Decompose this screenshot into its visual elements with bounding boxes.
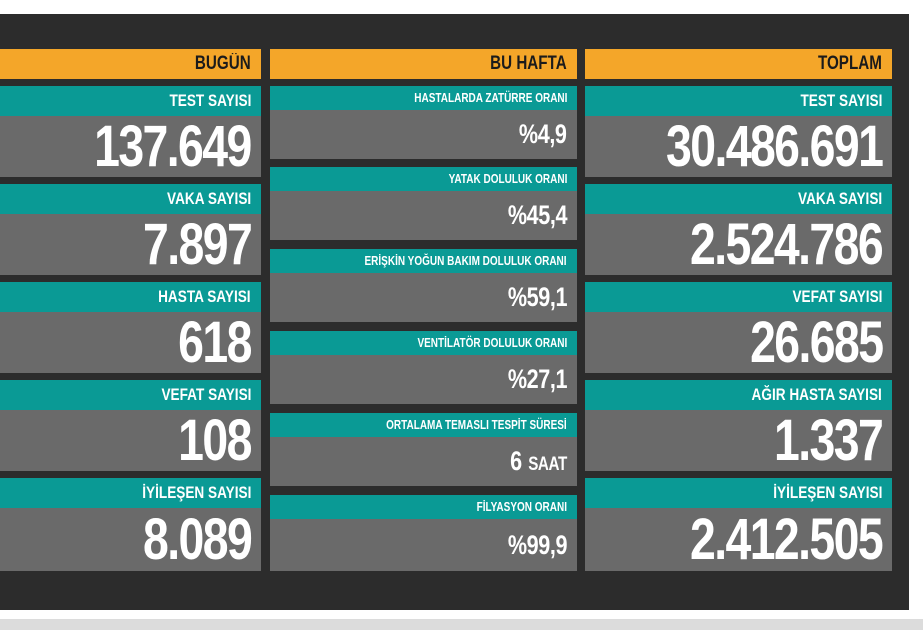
total-column: TOPLAM TEST SAYISI 30.486.691 VAKA SAYIS… xyxy=(585,49,892,572)
week-ventilator-card: VENTİLATÖR DOLULUK ORANI %27,1 xyxy=(270,331,577,404)
total-severe-card: AĞIR HASTA SAYISI 1.337 xyxy=(585,380,892,473)
today-header: BUGÜN xyxy=(0,49,261,79)
week-contact-time-card: ORTALAMA TEMASLI TESPİT SÜRESİ 6 SAAT xyxy=(270,413,577,486)
card-value: %4,9 xyxy=(270,110,577,159)
total-death-card: VEFAT SAYISI 26.685 xyxy=(585,282,892,375)
value-number: 6 xyxy=(510,446,522,476)
card-label: VENTİLATÖR DOLULUK ORANI xyxy=(270,331,577,355)
week-icu-card: ERİŞKİN YOĞUN BAKIM DOLULUK ORANI %59,1 xyxy=(270,249,577,322)
week-column: BU HAFTA HASTALARDA ZATÜRRE ORANI %4,9 Y… xyxy=(270,49,577,571)
today-recovered-card: İYİLEŞEN SAYISI 8.089 xyxy=(0,478,261,572)
total-case-card: VAKA SAYISI 2.524.786 xyxy=(585,184,892,277)
today-case-card: VAKA SAYISI 7.897 xyxy=(0,184,261,277)
week-filiation-card: FİLYASYON ORANI %99,9 xyxy=(270,495,577,571)
card-value: 618 xyxy=(0,310,261,375)
today-test-card: TEST SAYISI 137.649 xyxy=(0,86,261,179)
card-label: HASTA SAYISI xyxy=(0,282,261,312)
card-value: 137.649 xyxy=(0,114,261,179)
card-value: %27,1 xyxy=(270,355,577,404)
card-label: İYİLEŞEN SAYISI xyxy=(585,478,892,508)
card-value: 6 SAAT xyxy=(270,437,577,486)
stats-board: BUGÜN TEST SAYISI 137.649 VAKA SAYISI 7.… xyxy=(0,14,909,610)
card-value: 108 xyxy=(0,408,261,473)
card-value: 2.412.505 xyxy=(585,507,892,572)
card-label: TEST SAYISI xyxy=(0,86,261,116)
card-label: YATAK DOLULUK ORANI xyxy=(270,167,577,191)
today-death-card: VEFAT SAYISI 108 xyxy=(0,380,261,473)
card-value: %45,4 xyxy=(270,191,577,240)
week-header: BU HAFTA xyxy=(270,49,577,79)
card-label: VAKA SAYISI xyxy=(0,184,261,214)
total-recovered-card: İYİLEŞEN SAYISI 2.412.505 xyxy=(585,478,892,572)
card-value: 30.486.691 xyxy=(585,114,892,179)
card-value: 7.897 xyxy=(0,212,261,277)
week-bed-card: YATAK DOLULUK ORANI %45,4 xyxy=(270,167,577,240)
card-label: VEFAT SAYISI xyxy=(0,380,261,410)
value-unit: SAAT xyxy=(528,454,567,475)
card-value: 26.685 xyxy=(585,310,892,375)
card-label: FİLYASYON ORANI xyxy=(270,495,577,519)
card-label: İYİLEŞEN SAYISI xyxy=(0,478,261,508)
card-value: 1.337 xyxy=(585,408,892,473)
card-label: HASTALARDA ZATÜRRE ORANI xyxy=(270,86,577,110)
total-test-card: TEST SAYISI 30.486.691 xyxy=(585,86,892,179)
card-value: %99,9 xyxy=(270,519,577,571)
total-header: TOPLAM xyxy=(585,49,892,79)
today-column: BUGÜN TEST SAYISI 137.649 VAKA SAYISI 7.… xyxy=(0,49,261,572)
card-label: ERİŞKİN YOĞUN BAKIM DOLULUK ORANI xyxy=(270,249,577,273)
today-patient-card: HASTA SAYISI 618 xyxy=(0,282,261,375)
card-value: 8.089 xyxy=(0,507,261,572)
card-value: 2.524.786 xyxy=(585,212,892,277)
card-label: AĞIR HASTA SAYISI xyxy=(585,380,892,410)
card-label: ORTALAMA TEMASLI TESPİT SÜRESİ xyxy=(270,413,577,437)
bottom-strip xyxy=(0,619,923,630)
card-label: TEST SAYISI xyxy=(585,86,892,116)
card-label: VEFAT SAYISI xyxy=(585,282,892,312)
week-pneumonia-card: HASTALARDA ZATÜRRE ORANI %4,9 xyxy=(270,86,577,159)
card-value: %59,1 xyxy=(270,273,577,322)
card-label: VAKA SAYISI xyxy=(585,184,892,214)
